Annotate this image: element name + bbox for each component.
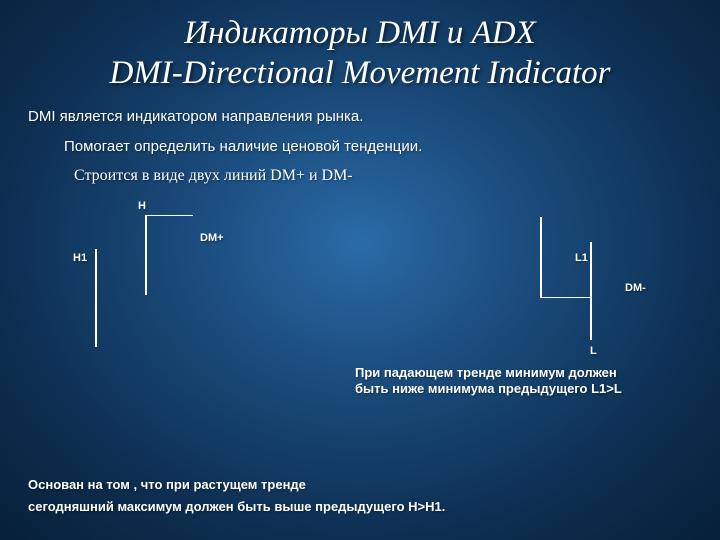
label-h: H bbox=[138, 200, 146, 212]
label-h1: H1 bbox=[73, 252, 87, 264]
bottom-line-2: сегодняшний максимум должен быть выше пр… bbox=[28, 496, 445, 518]
left-bar-2 bbox=[95, 249, 97, 347]
left-top-tick bbox=[145, 215, 193, 217]
falling-trend-text: При падающем тренде минимум должен быть … bbox=[355, 365, 645, 398]
diagram-area: H DM+ H1 L1 DM- L При падающем тренде ми… bbox=[0, 197, 720, 367]
right-bar-2 bbox=[590, 242, 592, 340]
right-bottom-tick bbox=[540, 297, 590, 299]
slide-title: Индикаторы DMI и ADX DMI-Directional Mov… bbox=[0, 0, 720, 93]
bottom-text: Основан на том , что при растущем тренде… bbox=[28, 474, 445, 518]
label-l1: L1 bbox=[575, 252, 588, 264]
right-bar-1 bbox=[540, 217, 542, 297]
title-line2: DMI-Directional Movement Indicator bbox=[0, 54, 720, 94]
para-3: Строится в виде двух линий DM+ и DM- bbox=[28, 166, 720, 187]
bottom-line-1: Основан на том , что при растущем тренде bbox=[28, 474, 445, 496]
label-dmplus: DM+ bbox=[200, 232, 224, 244]
para-2: Помогает определить наличие ценовой тенд… bbox=[28, 137, 720, 157]
para-1: DMI является индикатором направления рын… bbox=[28, 107, 720, 127]
body-text: DMI является индикатором направления рын… bbox=[0, 107, 720, 187]
label-dmminus: DM- bbox=[625, 282, 646, 294]
left-bar-1 bbox=[145, 215, 147, 295]
label-l: L bbox=[590, 345, 597, 357]
title-line1: Индикаторы DMI и ADX bbox=[0, 14, 720, 54]
